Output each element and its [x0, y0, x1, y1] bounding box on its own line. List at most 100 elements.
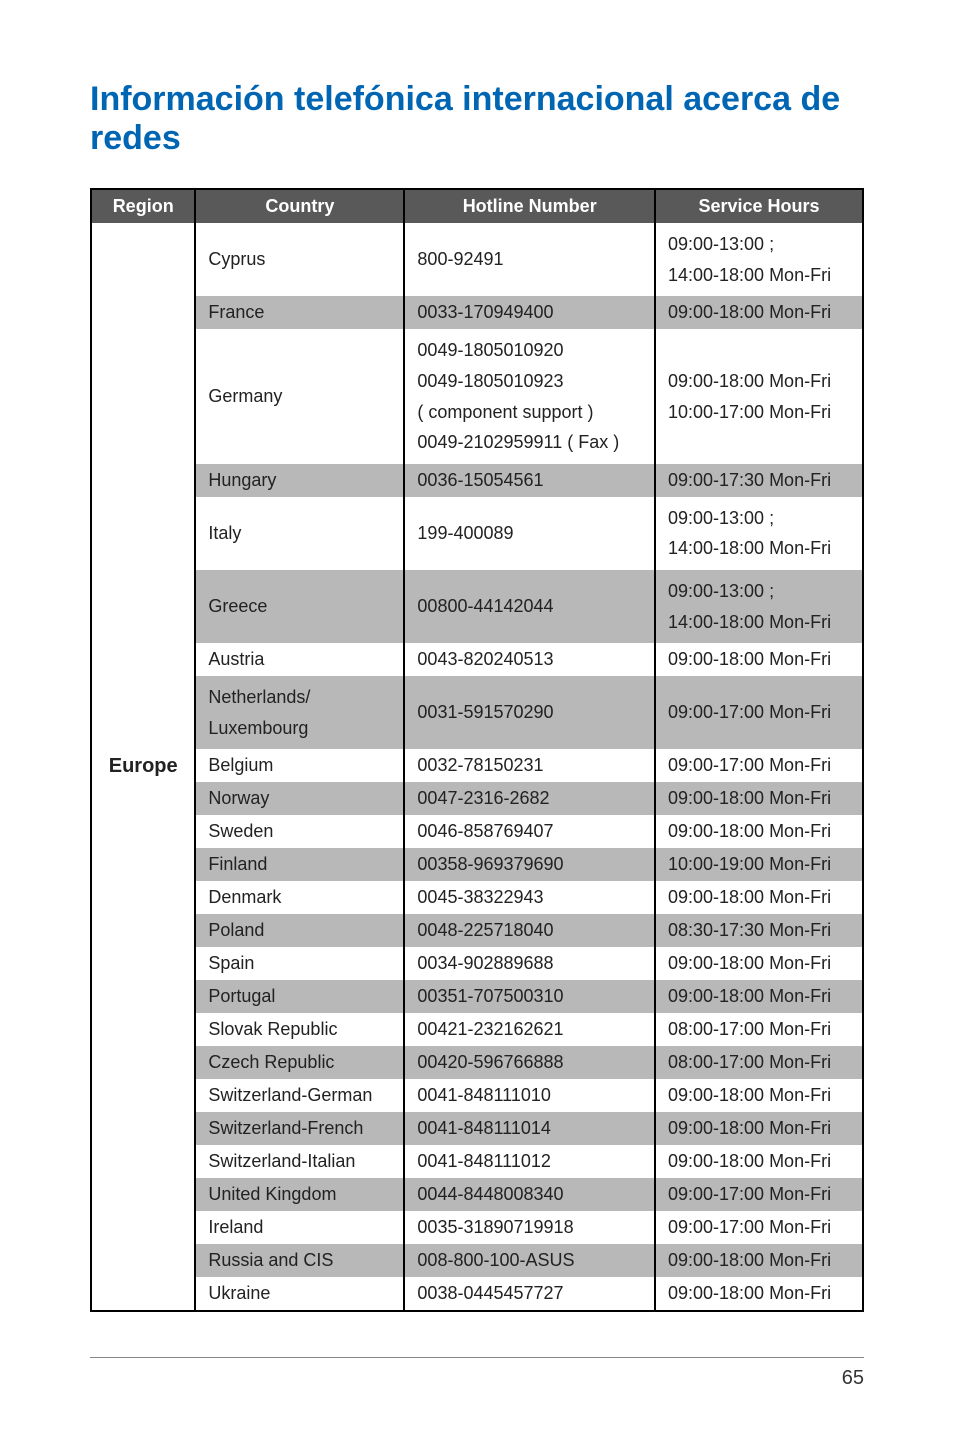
hotline-cell: 00421-232162621: [404, 1013, 655, 1046]
col-hours: Service Hours: [655, 189, 863, 223]
country-cell: Belgium: [195, 749, 404, 782]
country-cell: Czech Republic: [195, 1046, 404, 1079]
table-row: France0033-17094940009:00-18:00 Mon-Fri: [91, 296, 863, 329]
page-number: 65: [842, 1367, 864, 1390]
country-cell: Netherlands/Luxembourg: [195, 676, 404, 749]
footer-divider: [90, 1357, 864, 1358]
hotline-cell: 0041-848111014: [404, 1112, 655, 1145]
table-header-row: Region Country Hotline Number Service Ho…: [91, 189, 863, 223]
hotline-cell: 0044-8448008340: [404, 1178, 655, 1211]
hours-cell: 09:00-18:00 Mon-Fri: [655, 815, 863, 848]
hotline-cell: 199-400089: [404, 497, 655, 570]
hotline-cell: 0035-31890719918: [404, 1211, 655, 1244]
hours-cell: 09:00-17:30 Mon-Fri: [655, 464, 863, 497]
col-region: Region: [91, 189, 195, 223]
table-row: Switzerland-German0041-84811101009:00-18…: [91, 1079, 863, 1112]
hours-cell: 08:00-17:00 Mon-Fri: [655, 1046, 863, 1079]
hours-cell: 09:00-18:00 Mon-Fri: [655, 980, 863, 1013]
country-cell: Greece: [195, 570, 404, 643]
country-cell: Cyprus: [195, 223, 404, 296]
table-row: Belgium0032-7815023109:00-17:00 Mon-Fri: [91, 749, 863, 782]
country-cell: Sweden: [195, 815, 404, 848]
table-row: Denmark0045-3832294309:00-18:00 Mon-Fri: [91, 881, 863, 914]
hours-cell: 08:00-17:00 Mon-Fri: [655, 1013, 863, 1046]
table-row: EuropeCyprus800-9249109:00-13:00 ;14:00-…: [91, 223, 863, 296]
hotline-cell: 0038-0445457727: [404, 1277, 655, 1311]
table-row: Finland00358-96937969010:00-19:00 Mon-Fr…: [91, 848, 863, 881]
country-cell: Portugal: [195, 980, 404, 1013]
table-row: Czech Republic00420-59676688808:00-17:00…: [91, 1046, 863, 1079]
hotline-table: Region Country Hotline Number Service Ho…: [90, 188, 864, 1312]
country-cell: Ireland: [195, 1211, 404, 1244]
country-cell: Poland: [195, 914, 404, 947]
col-country: Country: [195, 189, 404, 223]
hotline-cell: 0048-225718040: [404, 914, 655, 947]
table-row: Greece00800-4414204409:00-13:00 ;14:00-1…: [91, 570, 863, 643]
table-row: Hungary0036-1505456109:00-17:30 Mon-Fri: [91, 464, 863, 497]
table-row: Austria0043-82024051309:00-18:00 Mon-Fri: [91, 643, 863, 676]
table-row: Ireland0035-3189071991809:00-17:00 Mon-F…: [91, 1211, 863, 1244]
country-cell: France: [195, 296, 404, 329]
country-cell: Denmark: [195, 881, 404, 914]
country-cell: Slovak Republic: [195, 1013, 404, 1046]
hotline-cell: 00800-44142044: [404, 570, 655, 643]
hours-cell: 09:00-18:00 Mon-Fri: [655, 643, 863, 676]
hotline-cell: 0033-170949400: [404, 296, 655, 329]
table-row: Netherlands/Luxembourg0031-59157029009:0…: [91, 676, 863, 749]
hours-cell: 09:00-18:00 Mon-Fri10:00-17:00 Mon-Fri: [655, 329, 863, 463]
country-cell: Germany: [195, 329, 404, 463]
hours-cell: 09:00-17:00 Mon-Fri: [655, 1211, 863, 1244]
hotline-cell: 0031-591570290: [404, 676, 655, 749]
hotline-cell: 0041-848111010: [404, 1079, 655, 1112]
hours-cell: 09:00-18:00 Mon-Fri: [655, 1277, 863, 1311]
hotline-cell: 0034-902889688: [404, 947, 655, 980]
table-row: Poland0048-22571804008:30-17:30 Mon-Fri: [91, 914, 863, 947]
region-cell: Europe: [91, 223, 195, 1311]
hotline-cell: 0049-18050109200049-1805010923( componen…: [404, 329, 655, 463]
hotline-cell: 0045-38322943: [404, 881, 655, 914]
hours-cell: 09:00-18:00 Mon-Fri: [655, 296, 863, 329]
table-row: Portugal00351-70750031009:00-18:00 Mon-F…: [91, 980, 863, 1013]
table-row: Ukraine0038-044545772709:00-18:00 Mon-Fr…: [91, 1277, 863, 1311]
country-cell: Finland: [195, 848, 404, 881]
hours-cell: 09:00-13:00 ;14:00-18:00 Mon-Fri: [655, 497, 863, 570]
hotline-cell: 0047-2316-2682: [404, 782, 655, 815]
hotline-cell: 00351-707500310: [404, 980, 655, 1013]
country-cell: United Kingdom: [195, 1178, 404, 1211]
table-row: Italy199-40008909:00-13:00 ;14:00-18:00 …: [91, 497, 863, 570]
hotline-cell: 00358-969379690: [404, 848, 655, 881]
table-row: Russia and CIS008-800-100-ASUS09:00-18:0…: [91, 1244, 863, 1277]
hours-cell: 09:00-18:00 Mon-Fri: [655, 1145, 863, 1178]
table-row: Switzerland-French0041-84811101409:00-18…: [91, 1112, 863, 1145]
hotline-cell: 008-800-100-ASUS: [404, 1244, 655, 1277]
hours-cell: 10:00-19:00 Mon-Fri: [655, 848, 863, 881]
country-cell: Austria: [195, 643, 404, 676]
hours-cell: 09:00-18:00 Mon-Fri: [655, 1112, 863, 1145]
table-row: Sweden0046-85876940709:00-18:00 Mon-Fri: [91, 815, 863, 848]
hours-cell: 09:00-18:00 Mon-Fri: [655, 782, 863, 815]
country-cell: Hungary: [195, 464, 404, 497]
hours-cell: 09:00-17:00 Mon-Fri: [655, 749, 863, 782]
hours-cell: 09:00-13:00 ;14:00-18:00 Mon-Fri: [655, 223, 863, 296]
country-cell: Switzerland-German: [195, 1079, 404, 1112]
hotline-cell: 00420-596766888: [404, 1046, 655, 1079]
country-cell: Switzerland-French: [195, 1112, 404, 1145]
table-row: Spain0034-90288968809:00-18:00 Mon-Fri: [91, 947, 863, 980]
table-row: United Kingdom0044-844800834009:00-17:00…: [91, 1178, 863, 1211]
country-cell: Norway: [195, 782, 404, 815]
country-cell: Spain: [195, 947, 404, 980]
page-title: Información telefónica internacional ace…: [90, 80, 864, 158]
hotline-cell: 0036-15054561: [404, 464, 655, 497]
hours-cell: 09:00-18:00 Mon-Fri: [655, 947, 863, 980]
country-cell: Russia and CIS: [195, 1244, 404, 1277]
hours-cell: 09:00-17:00 Mon-Fri: [655, 676, 863, 749]
country-cell: Switzerland-Italian: [195, 1145, 404, 1178]
table-row: Norway0047-2316-268209:00-18:00 Mon-Fri: [91, 782, 863, 815]
hours-cell: 09:00-18:00 Mon-Fri: [655, 1244, 863, 1277]
hotline-cell: 0041-848111012: [404, 1145, 655, 1178]
country-cell: Ukraine: [195, 1277, 404, 1311]
hours-cell: 09:00-13:00 ;14:00-18:00 Mon-Fri: [655, 570, 863, 643]
table-row: Switzerland-Italian0041-84811101209:00-1…: [91, 1145, 863, 1178]
hours-cell: 09:00-17:00 Mon-Fri: [655, 1178, 863, 1211]
hours-cell: 08:30-17:30 Mon-Fri: [655, 914, 863, 947]
